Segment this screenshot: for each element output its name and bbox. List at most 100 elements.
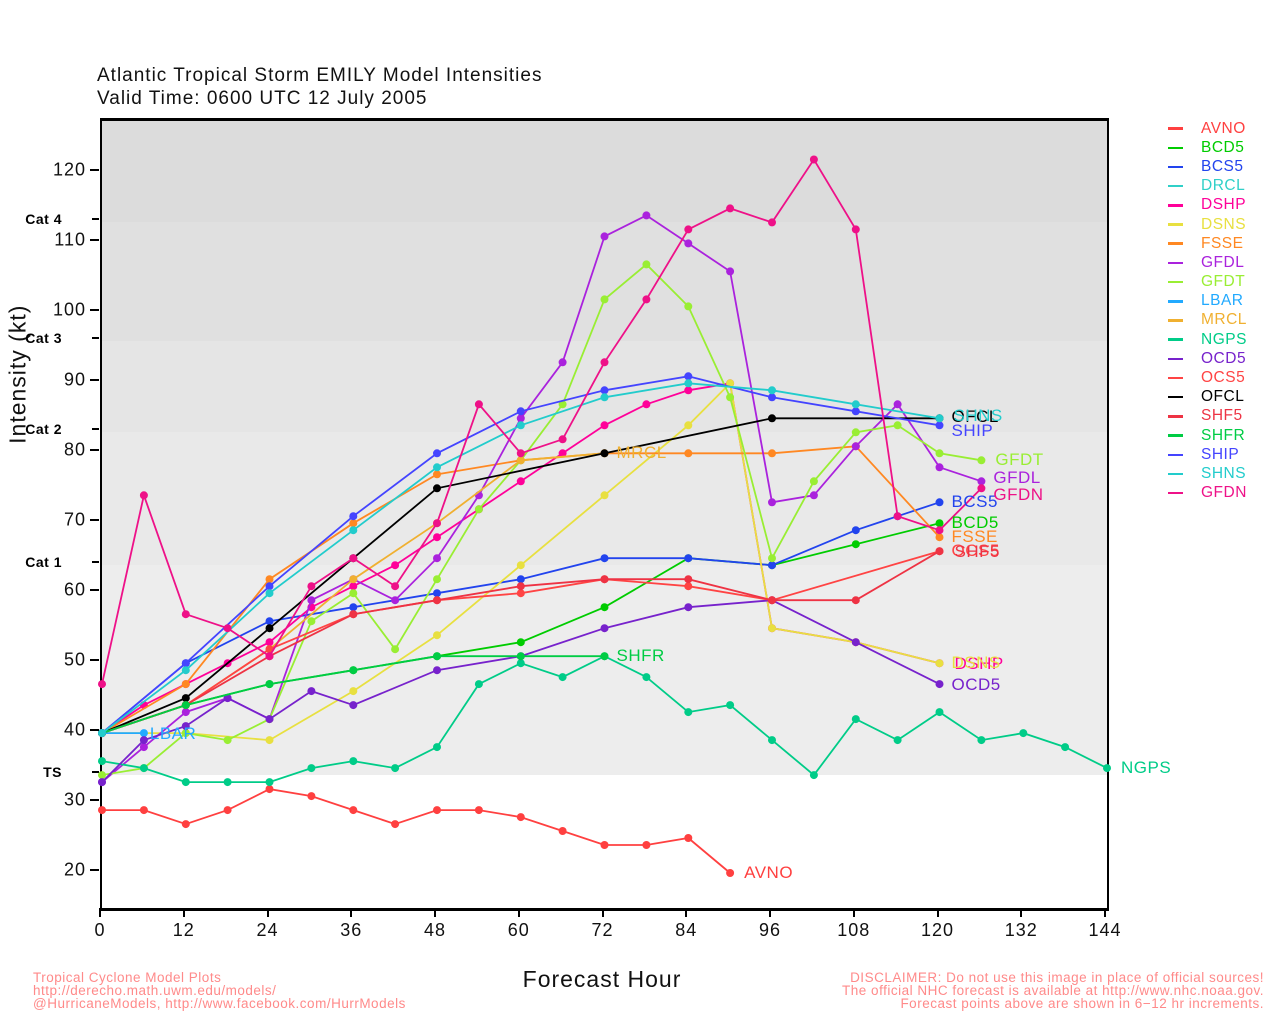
legend-swatch-BCD5 bbox=[1168, 146, 1183, 150]
series-marker-AVNO bbox=[139, 806, 148, 815]
category-label-cat-3: Cat 3 bbox=[25, 330, 62, 347]
series-marker-SHIP bbox=[851, 407, 860, 416]
inline-label-SHFR: SHFR bbox=[616, 646, 665, 666]
legend-swatch-FSSE bbox=[1168, 242, 1183, 245]
series-marker-BCD5 bbox=[935, 519, 944, 528]
series-marker-GFDT bbox=[307, 617, 316, 626]
legend-label-BCS5: BCS5 bbox=[1201, 157, 1244, 175]
inline-label-SHF5: SHF5 bbox=[954, 542, 1000, 562]
series-marker-NGPS bbox=[223, 778, 232, 787]
y-tick bbox=[90, 379, 99, 382]
x-tick bbox=[852, 908, 855, 917]
inline-label-DSNS: DSNS bbox=[951, 653, 1001, 673]
series-marker-GFDT bbox=[726, 393, 735, 402]
series-marker-GFDT bbox=[98, 771, 106, 780]
series-marker-OFCL bbox=[768, 414, 776, 423]
y-tick bbox=[90, 519, 99, 522]
legend-swatch-AVNO bbox=[1168, 127, 1183, 130]
legend: AVNO BCD5 BCS5 DRCL DSHP DSNS FSSE GFDL GFDT LBAR… bbox=[1168, 119, 1247, 503]
series-marker-GFDL bbox=[642, 211, 651, 220]
series-marker-GFDT bbox=[349, 589, 358, 598]
series-marker-GFDN bbox=[307, 582, 316, 591]
series-marker-AVNO bbox=[558, 827, 567, 835]
series-marker-GFDL bbox=[139, 743, 148, 752]
y-tick bbox=[90, 169, 99, 172]
series-marker-DSHP bbox=[600, 421, 609, 430]
series-marker-NGPS bbox=[474, 680, 483, 689]
series-marker-GFDN bbox=[893, 512, 902, 521]
series-OFCL bbox=[98, 414, 944, 738]
x-tick-label: 12 bbox=[172, 920, 195, 940]
series-marker-AVNO bbox=[516, 813, 525, 822]
series-marker-GFDT bbox=[684, 302, 693, 311]
footer-disclaimer: DISCLAIMER: Do not use this image in pla… bbox=[842, 970, 1264, 1011]
series-marker-NGPS bbox=[265, 778, 274, 787]
series-GFDT bbox=[98, 260, 986, 780]
legend-label-DRCL: DRCL bbox=[1201, 177, 1246, 195]
category-tick bbox=[92, 428, 99, 431]
legend-item-DSNS: DSNS bbox=[1168, 215, 1247, 234]
series-marker-DSHP bbox=[684, 386, 693, 395]
series-marker-SHF5 bbox=[768, 596, 776, 605]
series-marker-GFDL bbox=[977, 477, 986, 486]
series-line-GFDN bbox=[101, 157, 983, 685]
series-marker-LBAR bbox=[139, 729, 148, 738]
series-marker-GFDT bbox=[977, 456, 986, 465]
series-marker-BCS5 bbox=[935, 498, 944, 507]
series-marker-SHNS bbox=[181, 666, 190, 675]
series-line-BCS5 bbox=[101, 501, 940, 734]
series-marker-BCS5 bbox=[265, 617, 274, 626]
series-marker-SHF5 bbox=[349, 610, 358, 619]
series-marker-OCD5 bbox=[307, 687, 316, 696]
category-label-cat-1: Cat 1 bbox=[25, 554, 62, 571]
series-marker-BCS5 bbox=[516, 575, 525, 584]
series-marker-SHFR bbox=[600, 652, 609, 661]
series-marker-GFDN bbox=[684, 225, 693, 234]
series-marker-AVNO bbox=[474, 806, 483, 815]
series-marker-BCD5 bbox=[851, 540, 860, 549]
x-tick bbox=[350, 908, 353, 917]
y-tick bbox=[90, 239, 99, 242]
category-label-cat-2: Cat 2 bbox=[25, 421, 62, 438]
y-tick-label: 30 bbox=[63, 789, 86, 810]
series-marker-AVNO bbox=[223, 806, 232, 815]
series-marker-SHIP bbox=[684, 372, 693, 381]
series-marker-SHNS bbox=[98, 729, 106, 738]
x-tick bbox=[266, 908, 269, 917]
series-OCD5 bbox=[98, 596, 944, 787]
series-AVNO bbox=[98, 785, 735, 877]
series-marker-GFDN bbox=[265, 652, 274, 661]
legend-label-DSNS: DSNS bbox=[1201, 215, 1247, 233]
chart-title-block: Atlantic Tropical Storm EMILY Model Inte… bbox=[97, 64, 542, 110]
series-marker-NGPS bbox=[433, 743, 441, 752]
series-marker-GFDL bbox=[516, 414, 525, 423]
series-marker-NGPS bbox=[851, 715, 860, 724]
y-tick bbox=[90, 309, 99, 312]
category-label-ts: TS bbox=[43, 764, 62, 781]
series-marker-BCS5 bbox=[349, 603, 358, 612]
series-marker-AVNO bbox=[349, 806, 358, 815]
legend-label-GFDL: GFDL bbox=[1201, 253, 1245, 271]
series-marker-OCS5 bbox=[516, 589, 525, 598]
series-marker-DSHP bbox=[516, 477, 525, 486]
legend-swatch-NGPS bbox=[1168, 338, 1183, 341]
y-tick bbox=[90, 449, 99, 452]
plot-area: AVNO BCD5 BCS5 DSHP DSNS FSSE GFDL GFDT LBAR MRCL… bbox=[98, 118, 1171, 911]
legend-swatch-BCS5 bbox=[1168, 165, 1183, 169]
series-marker-NGPS bbox=[558, 673, 567, 682]
series-canvas bbox=[98, 155, 1111, 877]
series-marker-GFDT bbox=[474, 505, 483, 514]
series-marker-SHF5 bbox=[516, 582, 525, 591]
series-marker-OCD5 bbox=[433, 666, 441, 675]
x-tick bbox=[434, 908, 436, 917]
series-marker-DSHP bbox=[433, 533, 441, 542]
series-DSHP bbox=[98, 379, 944, 738]
series-marker-NGPS bbox=[726, 701, 735, 710]
series-marker-DSNS bbox=[433, 631, 441, 640]
series-marker-DSNS bbox=[265, 736, 274, 745]
series-marker-SHIP bbox=[516, 407, 525, 416]
legend-label-OCS5: OCS5 bbox=[1201, 369, 1246, 387]
series-marker-OCD5 bbox=[851, 638, 860, 647]
y-tick bbox=[90, 869, 99, 872]
series-line-GFDT bbox=[101, 263, 982, 776]
